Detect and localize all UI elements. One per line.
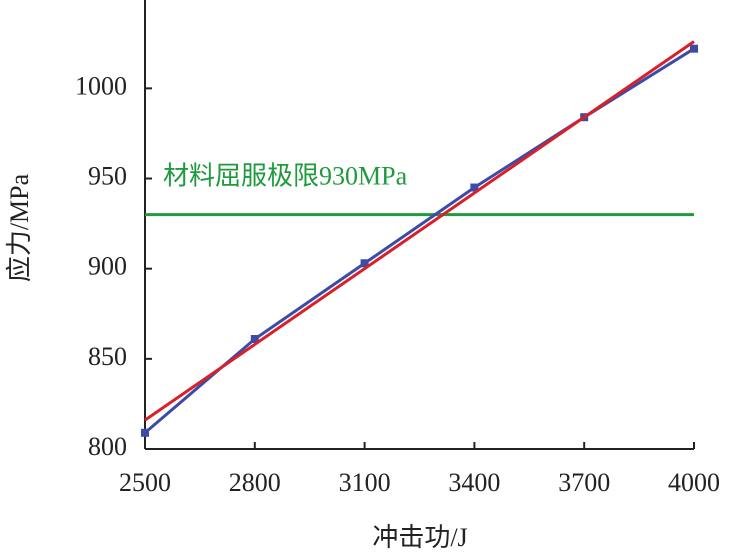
point [141, 428, 149, 437]
point [470, 183, 479, 192]
series-line [144, 47, 695, 434]
x-tick-label: 3100 [339, 468, 391, 497]
x-tick-label: 2500 [119, 468, 171, 497]
y-tick-label: 950 [88, 161, 127, 190]
x-tick-label: 3700 [558, 468, 610, 497]
series-line [144, 40, 695, 422]
point [690, 44, 698, 53]
x-tick-label: 2800 [229, 468, 281, 497]
x-axis-label: 冲击功/J [372, 523, 467, 552]
y-axis-label: 应力/MPa [5, 173, 34, 282]
x-tick-label: 4000 [668, 468, 720, 497]
y-tick-label: 900 [88, 252, 127, 281]
point [250, 335, 259, 344]
y-tick-label: 800 [88, 432, 127, 461]
y-tick-label: 1000 [75, 71, 127, 100]
reference-label: 材料屈服极限930MPa [163, 162, 408, 191]
point [360, 259, 369, 268]
y-tick-label: 850 [88, 342, 127, 371]
x-tick-label: 3400 [448, 468, 500, 497]
